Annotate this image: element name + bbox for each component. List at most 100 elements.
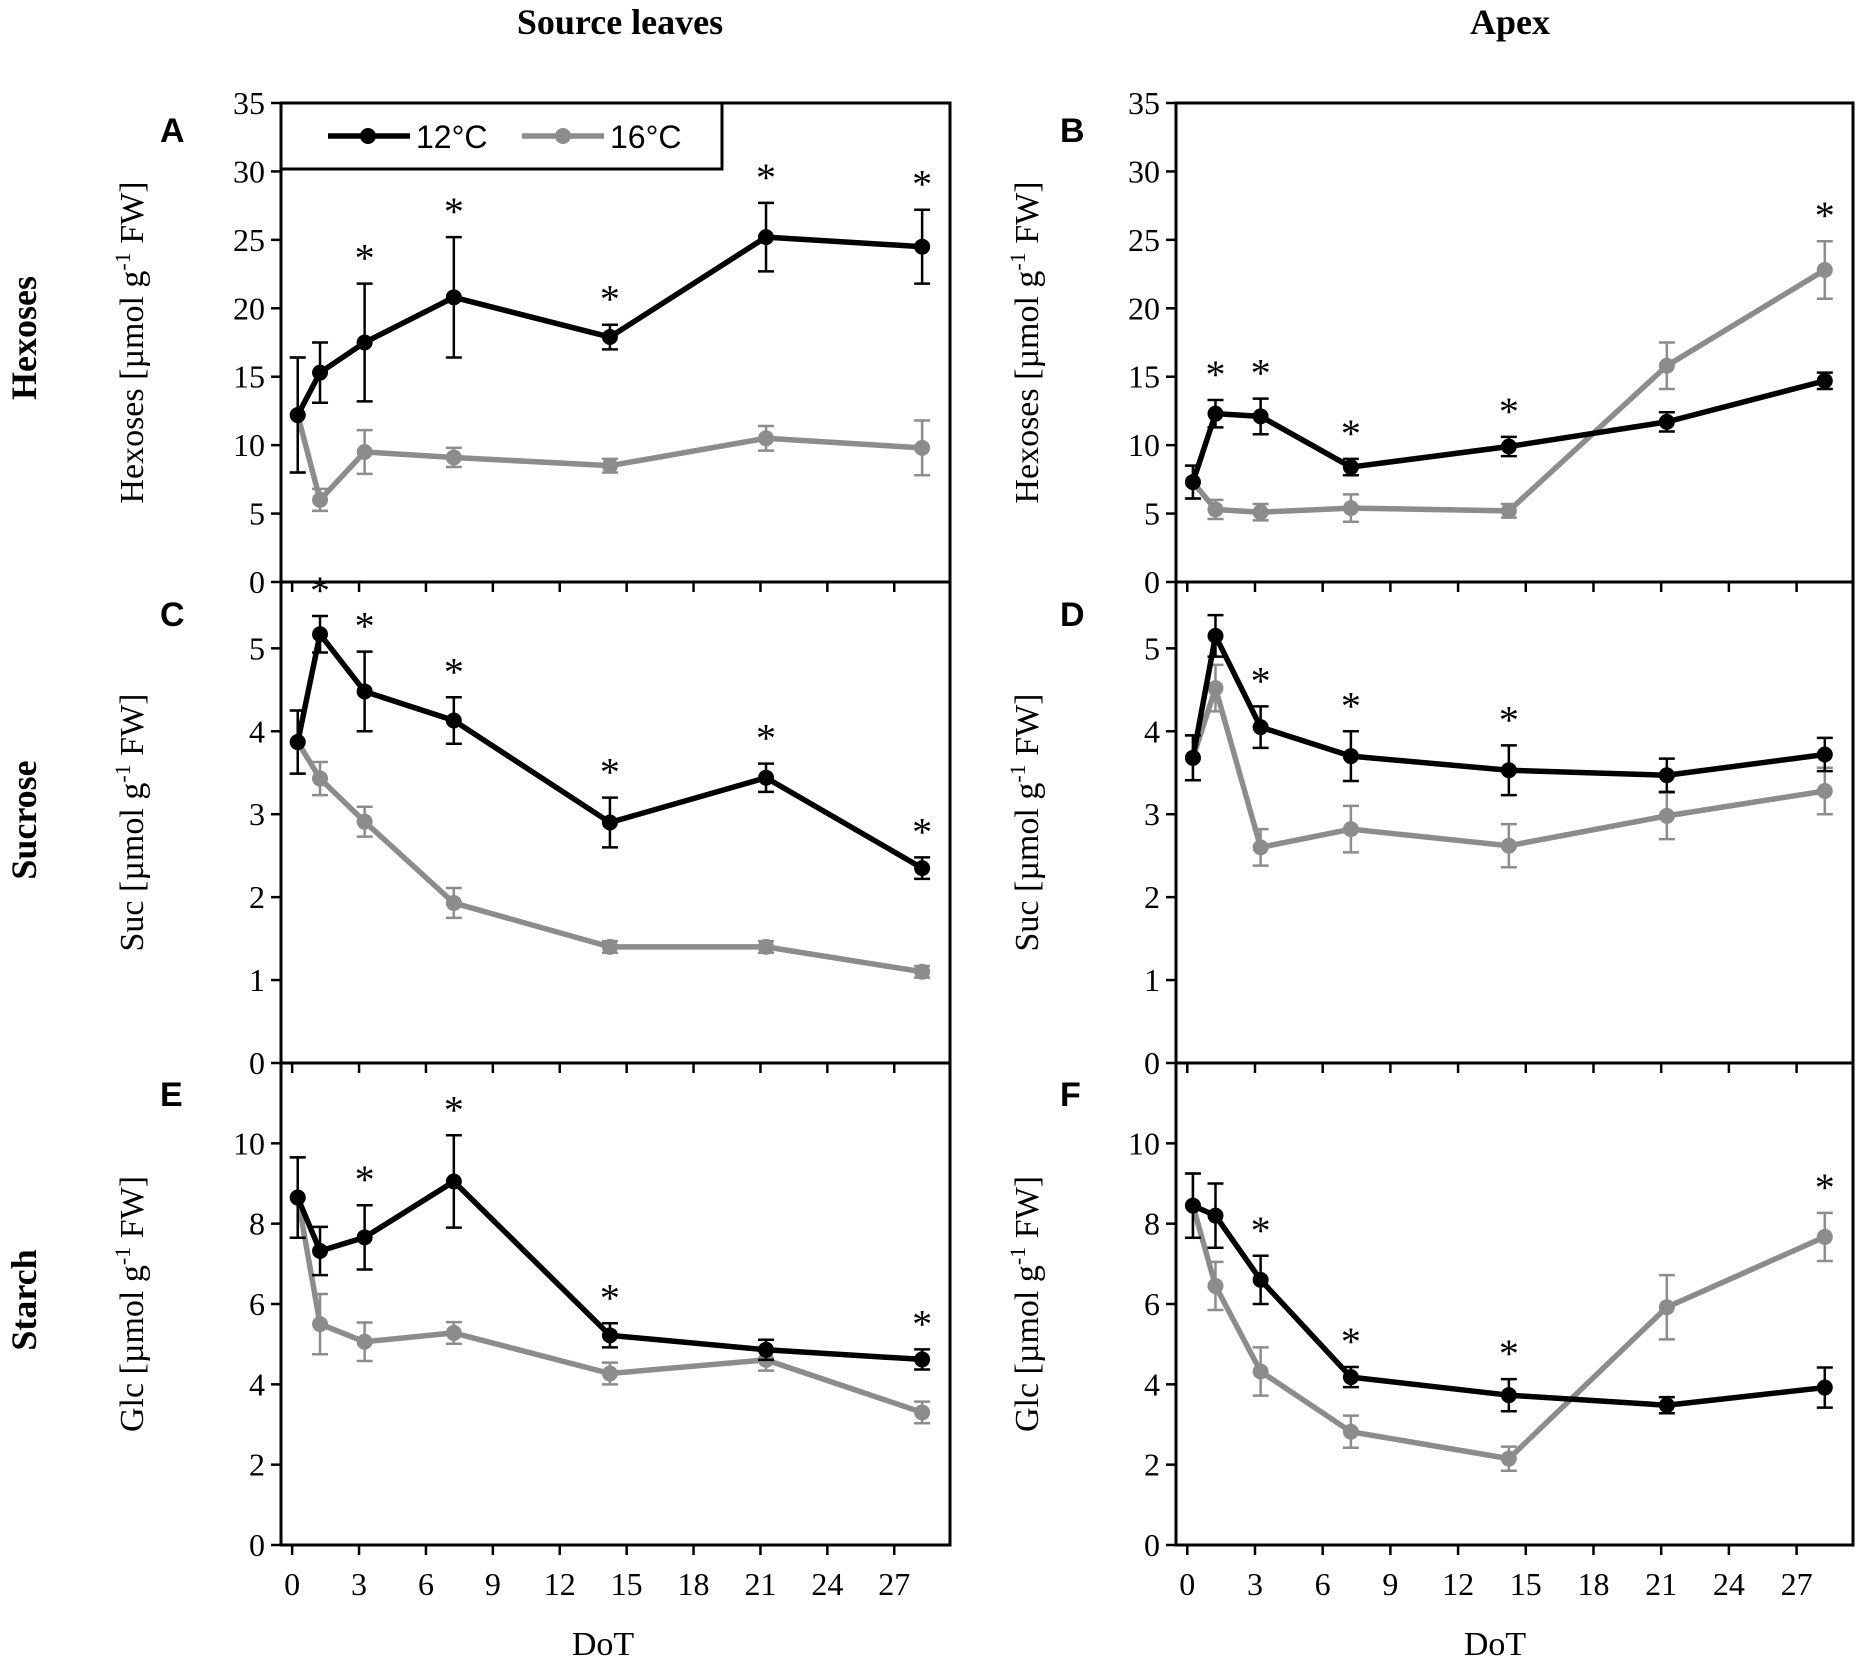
panel-f-xtick-label: 24 — [1713, 1566, 1745, 1602]
panel-d-frame — [1174, 580, 1855, 1065]
panel-f-frame — [1174, 1061, 1855, 1547]
data-point — [289, 734, 306, 751]
data-point — [1500, 837, 1517, 854]
column-header-right: Apex — [1470, 2, 1550, 42]
panel-d-ytick-label: 0 — [1144, 1045, 1160, 1081]
panel-e-ytick-label: 8 — [249, 1206, 265, 1242]
data-point — [1252, 504, 1269, 521]
data-point — [1207, 501, 1224, 518]
panel-a-series-12c — [289, 201, 931, 474]
significance-marker: * — [1205, 352, 1225, 397]
panel-a-ytick-label: 5 — [249, 496, 265, 532]
legend-label-16c: 16°C — [610, 119, 682, 155]
data-point — [1816, 1228, 1833, 1245]
panel-a-ytick-label: 20 — [233, 290, 265, 326]
significance-marker: * — [444, 649, 464, 694]
data-point — [1252, 1271, 1269, 1288]
data-point — [758, 938, 775, 955]
panel-f-series-16c — [1184, 1172, 1833, 1472]
significance-marker: * — [756, 716, 776, 761]
panel-d-ytick-label: 3 — [1144, 796, 1160, 832]
data-point — [1816, 1379, 1833, 1396]
data-point — [1207, 1207, 1224, 1224]
data-point — [1500, 502, 1517, 519]
data-point — [1252, 719, 1269, 736]
significance-marker: * — [600, 1275, 620, 1320]
data-point — [1342, 500, 1359, 517]
data-point — [312, 626, 329, 643]
panel-f-ytick-label: 10 — [1128, 1125, 1160, 1161]
panel-e-ytick-label: 0 — [249, 1527, 265, 1563]
significance-marker: * — [1341, 411, 1361, 456]
row-header-sucrose: Sucrose — [4, 760, 44, 879]
significance-marker: * — [444, 189, 464, 234]
panel-f-ytick-label: 4 — [1144, 1366, 1160, 1402]
panel-d-letter: D — [1060, 596, 1085, 634]
panel-e-xtick-label: 24 — [811, 1566, 843, 1602]
data-point — [1500, 1450, 1517, 1467]
panel-f-ytick-label: 6 — [1144, 1286, 1160, 1322]
panel-f-xtick-label: 12 — [1442, 1566, 1474, 1602]
panel-c-ytick-label: 3 — [249, 796, 265, 832]
panel-f-ytick-label: 0 — [1144, 1527, 1160, 1563]
panel-a-ylabel: Hexoses [µmol g-1 FW] — [110, 181, 151, 503]
panel-a: A 0 5 10 15 20 25 30 35 Hexoses [µmol g-1 FW] * * * *… — [110, 85, 952, 600]
row-header-starch: Starch — [4, 1249, 44, 1350]
panel-c: C 0 1 2 3 4 5 Suc [µmol g-1 FW] * * * * * * — [110, 568, 952, 1081]
panel-f-xtick-label: 21 — [1645, 1566, 1677, 1602]
data-point — [601, 1327, 618, 1344]
panel-f-letter: F — [1060, 1076, 1081, 1114]
panel-d: D 0 1 2 3 4 5 Suc [µmol g-1 FW] * * * — [1005, 580, 1855, 1081]
panel-e-ytick-label: 4 — [249, 1366, 265, 1402]
significance-marker: * — [600, 750, 620, 795]
data-point — [914, 439, 931, 456]
panel-c-ytick-label: 5 — [249, 630, 265, 666]
data-point — [1252, 408, 1269, 425]
data-point — [1816, 746, 1833, 763]
data-point — [758, 229, 775, 246]
data-point — [1252, 1363, 1269, 1380]
panel-f-xtick-label: 9 — [1382, 1566, 1398, 1602]
data-point — [1500, 438, 1517, 455]
data-point — [601, 329, 618, 346]
row-header-hexoses: Hexoses — [4, 276, 44, 400]
data-point — [914, 963, 931, 980]
panel-b-ytick-label: 20 — [1128, 290, 1160, 326]
panel-e-xtick-label: 27 — [878, 1566, 910, 1602]
significance-marker: * — [310, 568, 330, 613]
panel-e-xtick-label: 18 — [678, 1566, 710, 1602]
panel-a-ytick-label: 30 — [233, 153, 265, 189]
x-axis-title-right: DoT — [1464, 1626, 1527, 1663]
panel-b-series-16c — [1184, 239, 1833, 524]
significance-marker: * — [444, 1087, 464, 1132]
panel-a-ytick-label: 35 — [233, 85, 265, 121]
panel-b-ytick-label: 35 — [1128, 85, 1160, 121]
panel-f-series-12c — [1184, 1172, 1833, 1415]
significance-marker: * — [912, 809, 932, 854]
panel-e-xtick-label: 21 — [744, 1566, 776, 1602]
data-point — [914, 860, 931, 877]
significance-marker: * — [1815, 1165, 1835, 1210]
data-point — [356, 813, 373, 830]
panel-c-ytick-label: 4 — [249, 713, 265, 749]
data-point — [1658, 413, 1675, 430]
data-point — [1342, 1423, 1359, 1440]
panel-b-letter: B — [1060, 112, 1085, 150]
data-point — [601, 938, 618, 955]
panel-e-series-12c — [289, 1134, 931, 1371]
significance-marker: * — [355, 604, 375, 649]
panel-b-ytick-label: 25 — [1128, 222, 1160, 258]
data-point — [1658, 767, 1675, 784]
panel-f-xtick-label: 18 — [1577, 1566, 1609, 1602]
panel-c-ytick-label: 2 — [249, 879, 265, 915]
column-header-left: Source leaves — [517, 2, 723, 42]
panel-b-ytick-label: 5 — [1144, 496, 1160, 532]
panel-f-xtick-label: 27 — [1781, 1566, 1813, 1602]
data-point — [289, 1189, 306, 1206]
significance-marker: * — [1341, 1319, 1361, 1364]
data-point — [1658, 1299, 1675, 1316]
significance-marker: * — [912, 162, 932, 207]
data-point — [1816, 261, 1833, 278]
